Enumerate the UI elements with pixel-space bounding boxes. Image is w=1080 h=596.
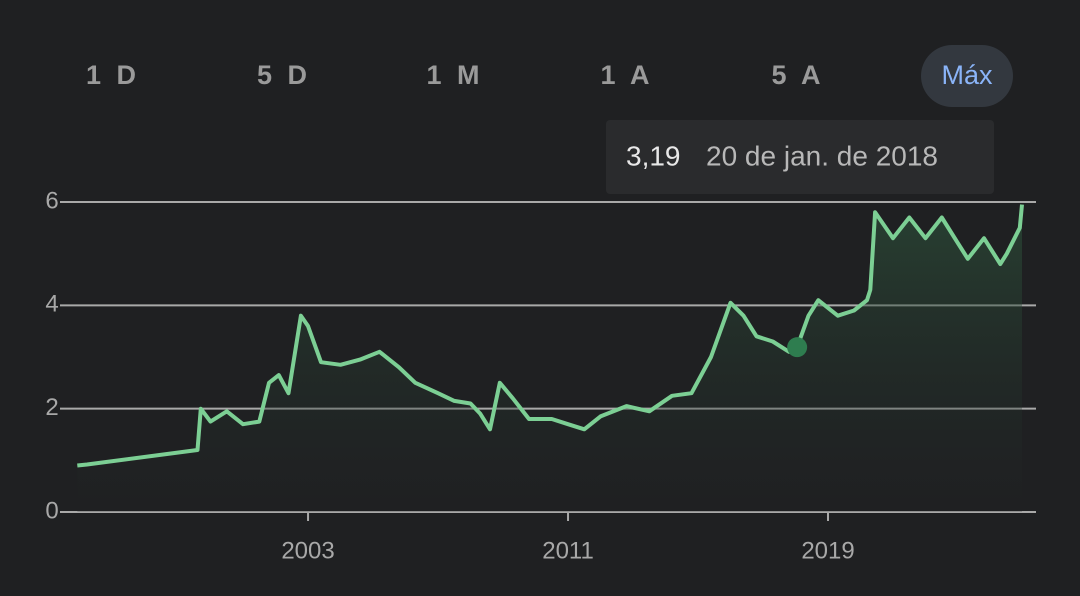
tooltip-box — [606, 120, 994, 194]
range-button-bg — [921, 45, 1013, 107]
x-tick-label: 2003 — [281, 537, 334, 564]
tooltip-value: 3,19 — [626, 140, 681, 171]
range-button[interactable]: Máx — [941, 60, 993, 90]
y-tick-label: 6 — [45, 187, 58, 214]
x-tick-label: 2019 — [801, 537, 854, 564]
y-tick-label: 2 — [45, 394, 58, 421]
range-button[interactable]: 1 D — [86, 60, 140, 90]
tooltip-marker — [787, 337, 808, 358]
range-button[interactable]: 1 A — [600, 60, 653, 90]
range-button[interactable]: 5 A — [771, 60, 824, 90]
y-tick-label: 4 — [45, 291, 58, 318]
tooltip-date: 20 de jan. de 2018 — [706, 140, 938, 171]
area-fill — [77, 204, 1023, 512]
range-button[interactable]: 1 M — [426, 60, 483, 90]
x-tick-label: 2011 — [542, 537, 594, 564]
y-tick-label: 0 — [45, 497, 58, 524]
price-line — [77, 204, 1024, 468]
range-button[interactable]: 5 D — [257, 60, 311, 90]
